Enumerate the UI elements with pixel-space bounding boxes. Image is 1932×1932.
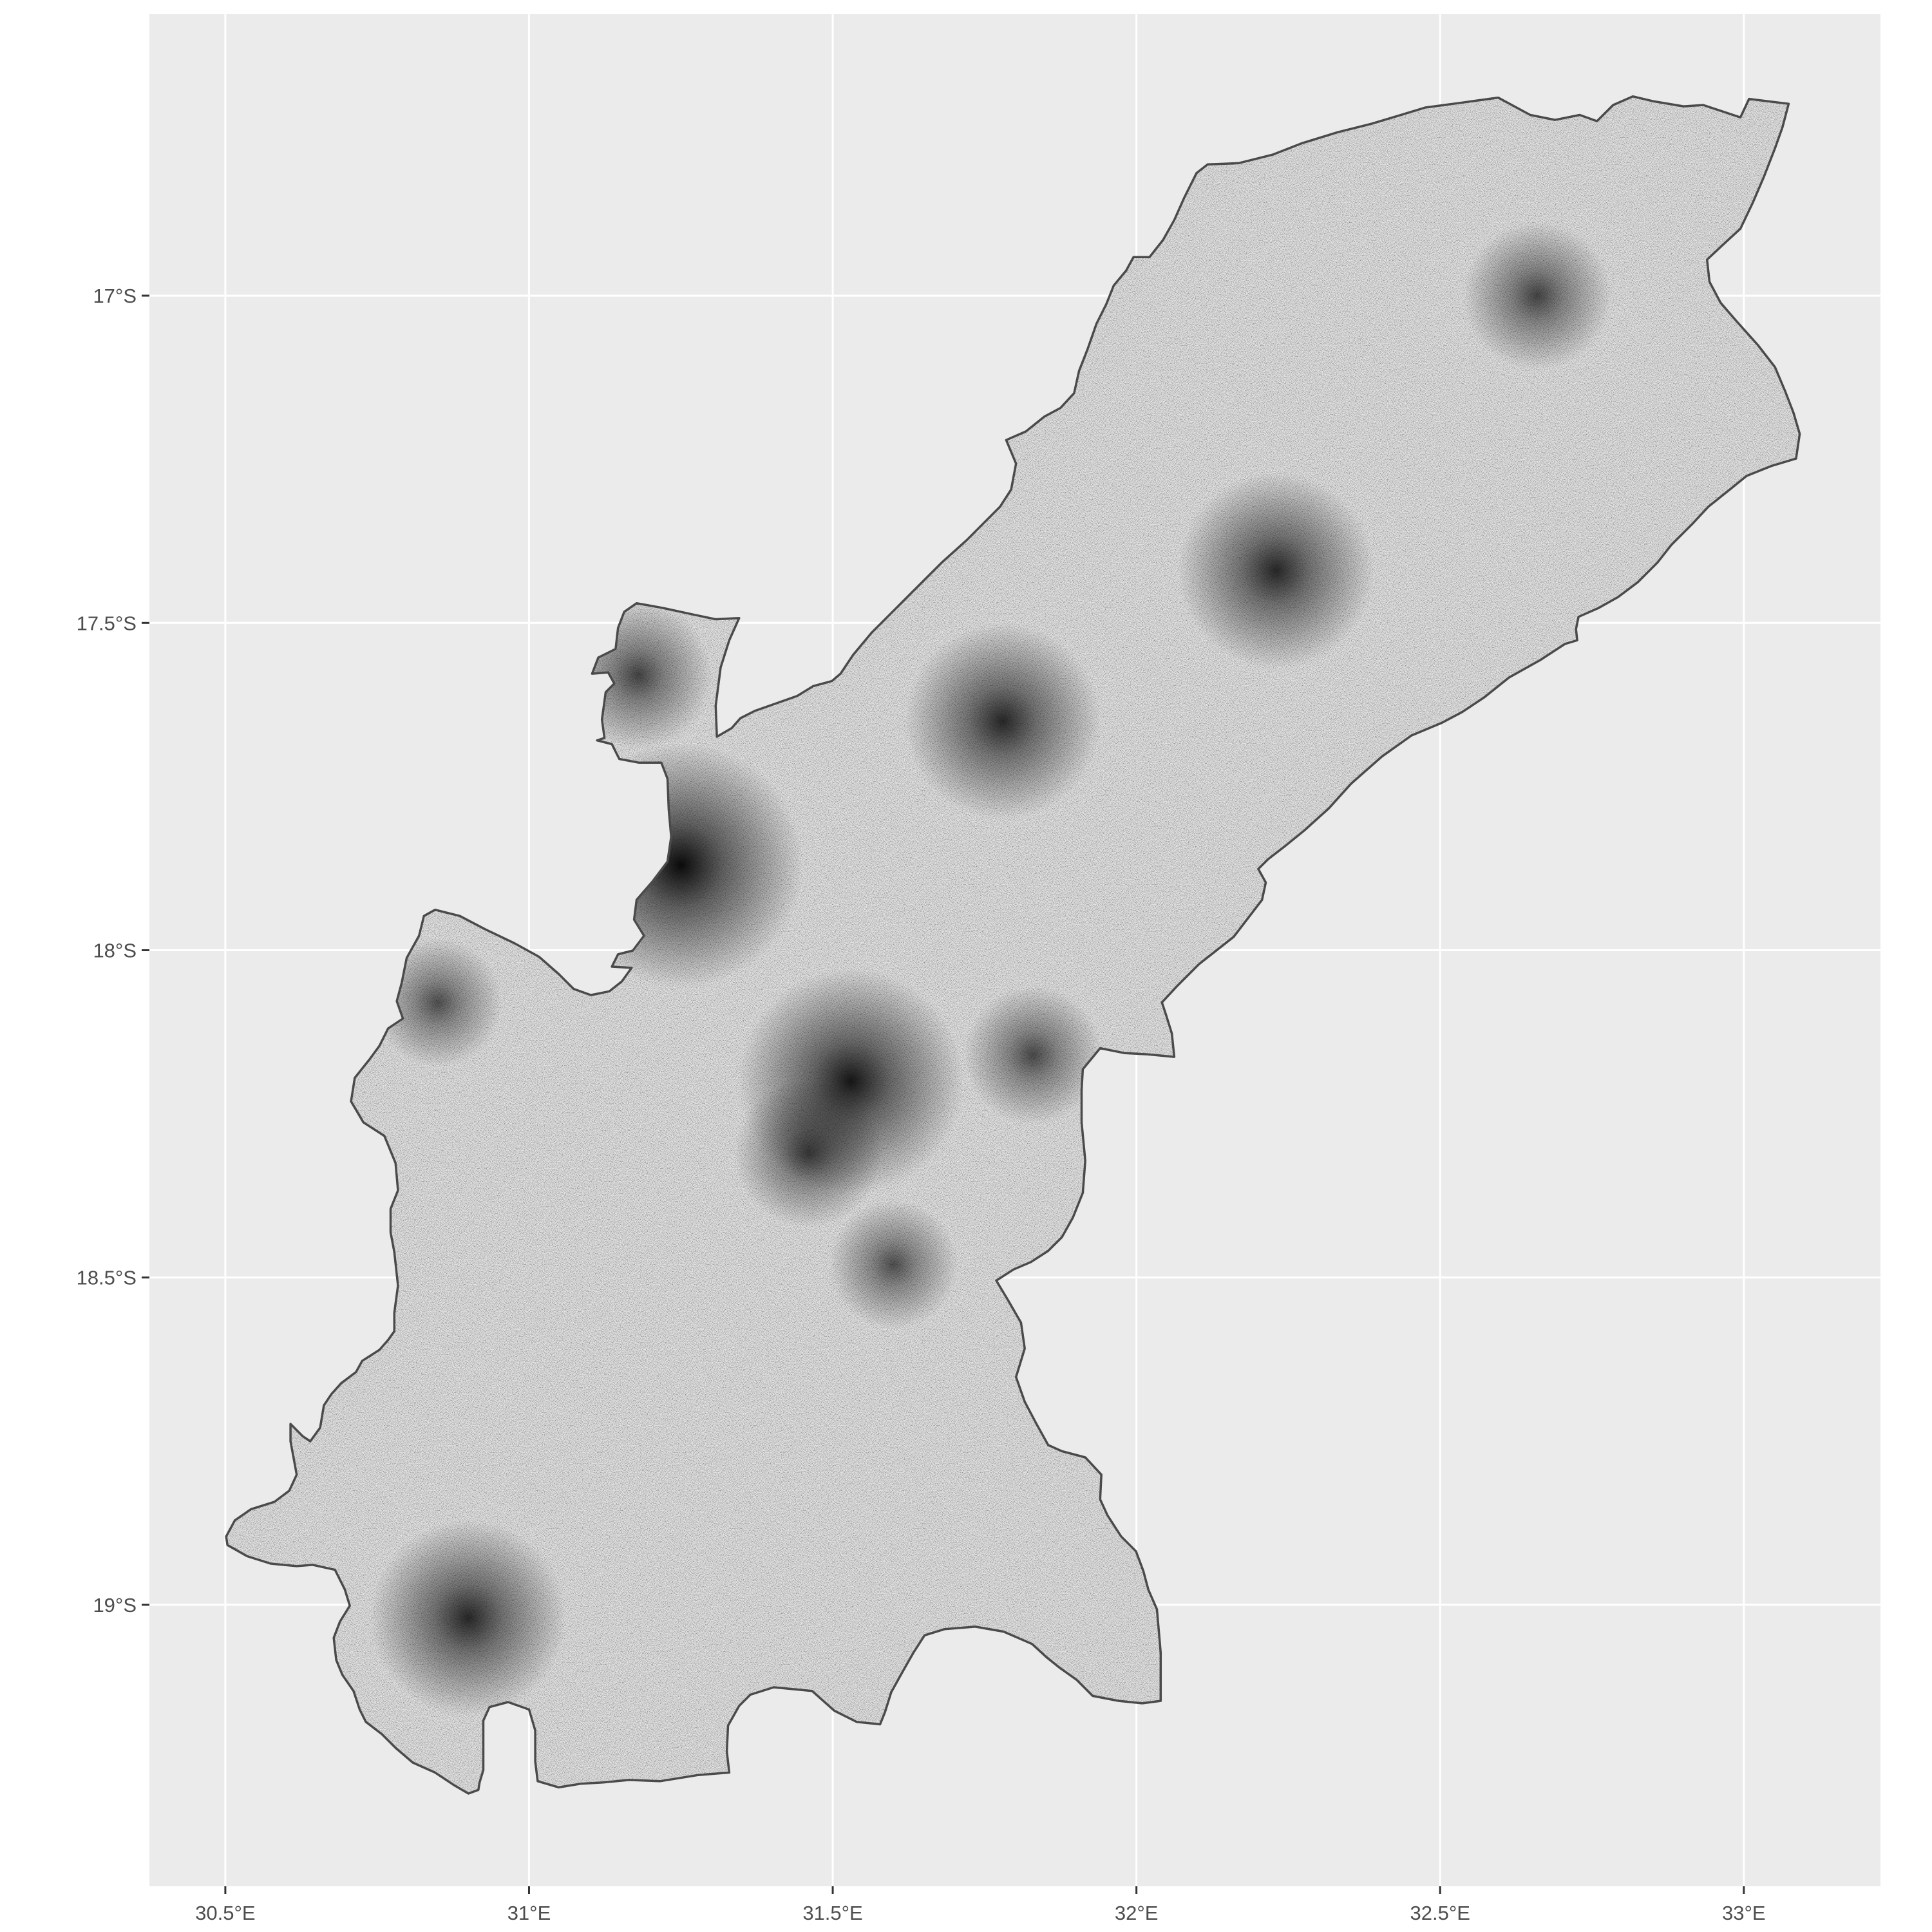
density-hotspot — [734, 1079, 883, 1227]
y-tick-label: 17.5°S — [77, 612, 137, 634]
region-boundary — [225, 95, 1801, 1795]
y-tick-label: 17°S — [93, 285, 137, 307]
density-hotspots — [370, 222, 1612, 1716]
x-axis: 30.5°E 31°E 31.5°E 32°E 32.5°E 33°E — [195, 1886, 1766, 1924]
density-hotspot — [963, 985, 1103, 1124]
y-tick-label: 18.5°S — [77, 1267, 137, 1289]
density-hotspot — [370, 1519, 567, 1716]
density-hotspot — [374, 938, 502, 1067]
density-hotspot — [1463, 222, 1612, 370]
y-axis: 17°S 17.5°S 18°S 18.5°S 19°S — [77, 285, 149, 1616]
x-tick-label: 32°E — [1115, 1902, 1159, 1924]
x-tick-label: 33°E — [1722, 1902, 1766, 1924]
density-hotspot — [904, 623, 1101, 820]
x-tick-label: 31°E — [507, 1902, 551, 1924]
x-tick-label: 32.5°E — [1410, 1902, 1470, 1924]
y-tick-label: 19°S — [93, 1594, 137, 1616]
density-hotspot — [829, 1200, 958, 1329]
x-tick-label: 31.5°E — [802, 1902, 862, 1924]
y-tick-label: 18°S — [93, 940, 137, 962]
density-hotspot — [1178, 472, 1375, 669]
x-tick-label: 30.5°E — [195, 1902, 255, 1924]
